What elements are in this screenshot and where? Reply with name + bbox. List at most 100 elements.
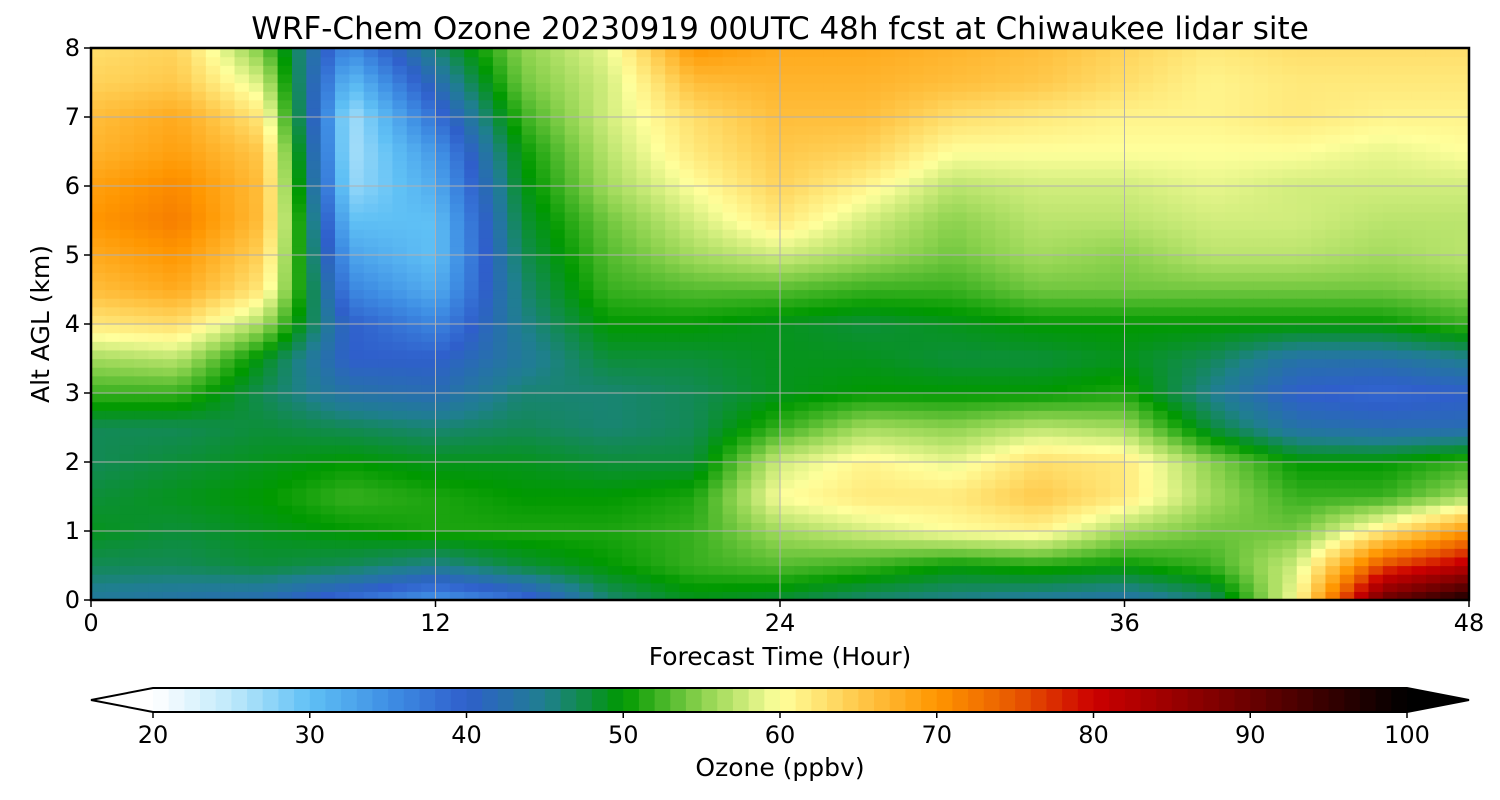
heatmap-cell — [191, 487, 207, 498]
heatmap-cell — [1138, 410, 1154, 420]
heatmap-cell — [507, 125, 523, 135]
heatmap-cell — [162, 384, 178, 394]
heatmap-cell — [507, 229, 523, 239]
heatmap-cell — [650, 574, 666, 584]
heatmap-cell — [880, 73, 896, 84]
heatmap-cell — [277, 82, 293, 92]
heatmap-cell — [894, 73, 910, 84]
heatmap-cell — [1024, 522, 1039, 532]
heatmap-cell — [980, 91, 996, 101]
heatmap-cell — [780, 470, 795, 480]
heatmap-cell — [1052, 574, 1068, 584]
heatmap-cell — [1024, 401, 1039, 411]
heatmap-cell — [851, 444, 867, 454]
heatmap-cell — [1167, 306, 1183, 316]
heatmap-cell — [607, 375, 623, 385]
heatmap-cell — [1038, 99, 1054, 109]
heatmap-cell — [349, 108, 365, 118]
heatmap-cell — [378, 375, 394, 385]
heatmap-cell — [378, 539, 394, 549]
heatmap-cell — [622, 56, 638, 66]
heatmap-cell — [263, 177, 279, 187]
heatmap-cell — [564, 272, 580, 282]
heatmap-cell — [593, 82, 609, 92]
heatmap-cell — [909, 453, 925, 463]
heatmap-cell — [679, 574, 695, 584]
heatmap-cell — [363, 160, 379, 170]
heatmap-cell — [808, 539, 824, 549]
heatmap-cell — [751, 591, 767, 600]
heatmap-cell — [1138, 565, 1154, 575]
heatmap-cell — [435, 375, 451, 385]
heatmap-cell — [823, 513, 839, 523]
heatmap-cell — [1052, 427, 1068, 437]
heatmap-cell — [909, 306, 925, 316]
heatmap-cell — [808, 255, 824, 265]
heatmap-cell — [1167, 56, 1183, 66]
heatmap-cell — [392, 186, 408, 196]
heatmap-cell — [1095, 99, 1111, 109]
heatmap-cell — [320, 479, 336, 489]
heatmap-cell — [492, 194, 508, 204]
heatmap-cell — [880, 582, 896, 592]
heatmap-cell — [1095, 548, 1111, 558]
heatmap-cell — [693, 375, 709, 385]
heatmap-cell — [105, 556, 121, 567]
heatmap-cell — [535, 418, 551, 429]
heatmap-cell — [823, 134, 839, 144]
heatmap-cell — [105, 513, 121, 523]
heatmap-cell — [421, 263, 437, 273]
heatmap-cell — [1052, 65, 1068, 75]
heatmap-cell — [1124, 160, 1140, 170]
heatmap-cell — [521, 289, 537, 299]
heatmap-cell — [91, 349, 106, 360]
heatmap-cell — [880, 513, 896, 523]
heatmap-cell — [119, 272, 135, 282]
heatmap-cell — [234, 73, 250, 84]
heatmap-cell — [607, 367, 623, 377]
heatmap-cell — [105, 125, 121, 135]
heatmap-cell — [105, 298, 121, 308]
heatmap-cell — [937, 186, 953, 196]
heatmap-cell — [808, 65, 824, 75]
heatmap-cell — [650, 324, 666, 334]
heatmap-cell — [679, 410, 695, 420]
heatmap-cell — [1138, 65, 1154, 75]
heatmap-cell — [1024, 479, 1039, 489]
heatmap-cell — [435, 246, 451, 256]
heatmap-cell — [866, 324, 882, 334]
heatmap-cell — [177, 151, 193, 161]
heatmap-cell — [880, 194, 896, 204]
heatmap-cell — [521, 151, 537, 161]
heatmap-cell — [320, 401, 336, 411]
heatmap-cell — [349, 453, 365, 463]
heatmap-cell — [1038, 418, 1054, 429]
heatmap-cell — [291, 168, 307, 178]
heatmap-cell — [306, 65, 322, 75]
heatmap-cell — [91, 203, 106, 213]
heatmap-cell — [1167, 255, 1183, 265]
heatmap-cell — [1196, 401, 1212, 411]
heatmap-cell — [607, 117, 623, 127]
heatmap-cell — [421, 470, 437, 480]
heatmap-cell — [708, 255, 724, 265]
heatmap-cell — [507, 522, 523, 532]
heatmap-cell — [923, 574, 939, 584]
heatmap-cell — [492, 565, 508, 575]
heatmap-cell — [277, 315, 293, 325]
heatmap-cell — [1167, 186, 1183, 196]
heatmap-cell — [421, 496, 437, 506]
heatmap-cell — [392, 194, 408, 204]
heatmap-cell — [248, 496, 264, 506]
heatmap-cell — [665, 315, 681, 325]
heatmap-cell — [162, 496, 178, 506]
heatmap-cell — [665, 108, 681, 118]
heatmap-cell — [1038, 315, 1054, 325]
heatmap-cell — [794, 505, 810, 515]
heatmap-cell — [320, 591, 336, 600]
heatmap-cell — [1196, 194, 1212, 204]
heatmap-cell — [1052, 194, 1068, 204]
heatmap-cell — [1052, 375, 1068, 385]
heatmap-cell — [1095, 332, 1111, 342]
heatmap-cell — [923, 160, 939, 170]
